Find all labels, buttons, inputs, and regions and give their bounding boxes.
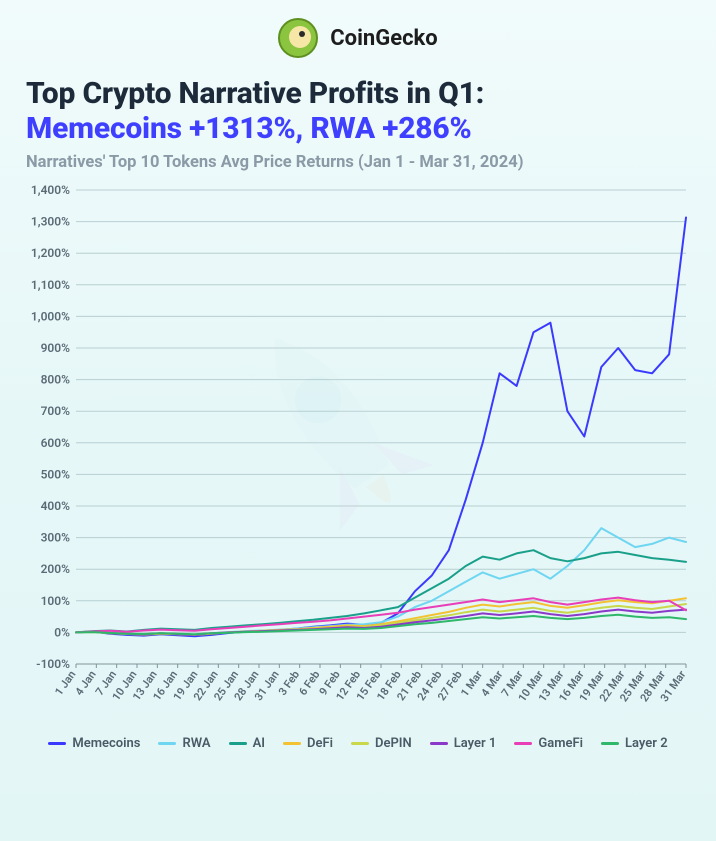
line-chart: -100% 0% 100% 200% 300% 400% 500% 600% 700% 800% 9…	[22, 184, 694, 732]
legend-item-memecoins: Memecoins	[48, 736, 140, 751]
legend-item-layer2: Layer 2	[601, 736, 668, 751]
title-line-2: Memecoins +1313%, RWA +286%	[26, 111, 690, 146]
svg-text:1,000%: 1,000%	[31, 309, 70, 323]
legend-label: DeFi	[307, 736, 333, 751]
swatch-layer1	[430, 742, 448, 745]
legend-item-layer1: Layer 1	[430, 736, 497, 751]
svg-text:1,100%: 1,100%	[31, 278, 70, 292]
legend-label: Memecoins	[72, 736, 140, 751]
coingecko-logo-icon	[278, 18, 318, 58]
svg-text:3 Feb: 3 Feb	[276, 668, 302, 698]
legend-label: AI	[253, 736, 265, 751]
svg-text:100%: 100%	[41, 594, 71, 608]
legend-label: DePIN	[375, 736, 412, 751]
swatch-gamefi	[514, 742, 532, 745]
subtitle: Narratives' Top 10 Tokens Avg Price Retu…	[26, 153, 690, 172]
svg-text:800%: 800%	[41, 372, 71, 386]
svg-text:1 Jan: 1 Jan	[52, 668, 78, 698]
svg-text:600%: 600%	[41, 436, 71, 450]
svg-text:900%: 900%	[41, 341, 71, 355]
title-line-1: Top Crypto Narrative Profits in Q1:	[26, 76, 690, 111]
svg-text:400%: 400%	[41, 499, 71, 513]
legend-item-ai: AI	[229, 736, 265, 751]
brand-header: CoinGecko	[22, 18, 694, 58]
swatch-defi	[283, 742, 301, 745]
svg-text:0%: 0%	[54, 625, 70, 639]
legend-item-gamefi: GameFi	[514, 736, 583, 751]
svg-text:500%: 500%	[41, 467, 71, 481]
svg-text:-100%: -100%	[36, 657, 70, 671]
legend-label: GameFi	[538, 736, 583, 751]
chart-region: -100% 0% 100% 200% 300% 400% 500% 600% 700% 800% 9…	[22, 184, 694, 732]
swatch-ai	[229, 742, 247, 745]
swatch-memecoins	[48, 742, 66, 745]
legend-item-rwa: RWA	[158, 736, 210, 751]
svg-text:700%: 700%	[41, 404, 71, 418]
svg-text:6 Feb: 6 Feb	[296, 668, 322, 698]
svg-text:1,400%: 1,400%	[31, 184, 70, 197]
infographic-card: CoinGecko Top Crypto Narrative Profits i…	[0, 0, 716, 841]
swatch-rwa	[158, 742, 176, 745]
svg-text:1,300%: 1,300%	[31, 214, 70, 228]
brand-name: CoinGecko	[330, 26, 437, 51]
svg-text:300%: 300%	[41, 530, 71, 544]
svg-text:4 Jan: 4 Jan	[73, 668, 99, 698]
legend-item-defi: DeFi	[283, 736, 333, 751]
legend-label: RWA	[182, 736, 210, 751]
legend-label: Layer 2	[625, 736, 668, 751]
legend-label: Layer 1	[454, 736, 497, 751]
swatch-layer2	[601, 742, 619, 745]
legend-item-depin: DePIN	[351, 736, 412, 751]
title-block: Top Crypto Narrative Profits in Q1: Meme…	[26, 76, 690, 172]
svg-text:1,200%: 1,200%	[31, 246, 70, 260]
svg-text:200%: 200%	[41, 562, 71, 576]
legend: Memecoins RWA AI DeFi DePIN Layer 1 Game…	[22, 736, 694, 751]
swatch-depin	[351, 742, 369, 745]
